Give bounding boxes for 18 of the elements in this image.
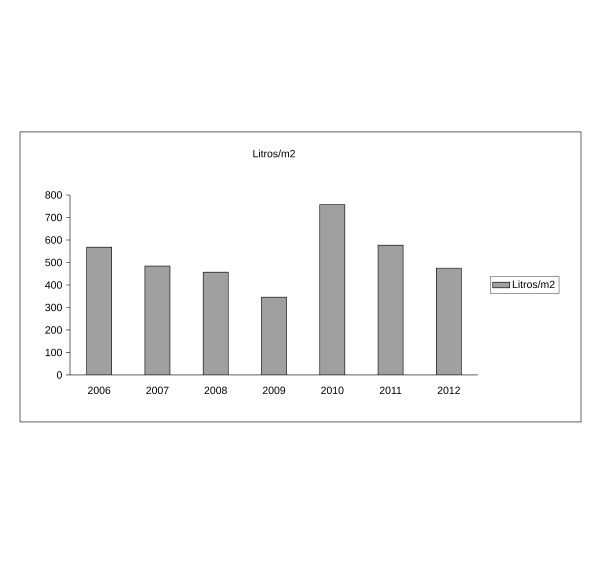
x-tick-label: 2010 — [321, 386, 344, 394]
x-tick-label: 2012 — [438, 386, 460, 394]
y-tick-label: 600 — [45, 236, 62, 244]
y-tick-label: 700 — [45, 214, 62, 222]
y-tick-label: 400 — [45, 281, 62, 289]
y-tick-label: 500 — [45, 258, 62, 266]
x-tick-label: 2007 — [146, 386, 169, 394]
y-tick-label: 100 — [46, 348, 62, 356]
y-tick-label: 200 — [45, 326, 62, 334]
x-tick-label: 2011 — [380, 386, 402, 394]
x-tick-label: 2008 — [204, 386, 227, 394]
chart-title: Litros/m2 — [253, 150, 295, 158]
legend-label: Litros/m2 — [512, 280, 555, 288]
x-tick-label: 2009 — [262, 386, 286, 394]
y-tick-label: 800 — [45, 191, 62, 199]
y-tick-label: 300 — [45, 304, 62, 312]
y-tick-label: 0 — [56, 371, 62, 379]
x-tick-label: 2006 — [88, 386, 110, 394]
